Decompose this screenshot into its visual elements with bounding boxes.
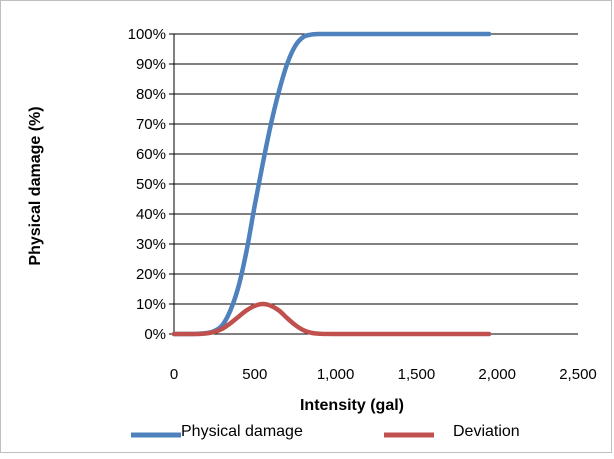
y-tick-label: 0% (144, 326, 166, 343)
grid-layer (169, 33, 578, 335)
y-tick-label: 80% (136, 86, 166, 103)
y-tick-label: 50% (136, 176, 166, 193)
y-tick-label: 40% (136, 206, 166, 223)
y-tick-label: 10% (136, 296, 166, 313)
x-tick-label: 1,000 (317, 366, 355, 383)
legend-label-deviation: Deviation (453, 423, 520, 440)
y-tick-label: 70% (136, 116, 166, 133)
series-layer (171, 31, 492, 337)
x-tick-label: 2,500 (559, 366, 597, 383)
y-tick-label: 30% (136, 236, 166, 253)
legend-label-physical-damage: Physical damage (181, 423, 303, 440)
y-axis-title: Physical damage (%) (27, 106, 44, 265)
x-axis-title: Intensity (gal) (300, 397, 404, 414)
x-tick-label: 2,000 (478, 366, 516, 383)
series-line-deviation (171, 301, 492, 337)
y-tick-label: 90% (136, 56, 166, 73)
x-tick-label: 0 (170, 366, 178, 383)
legend: Physical damage Deviation (131, 423, 520, 440)
y-tick-label: 100% (128, 26, 166, 43)
x-tick-labels: 0 500 1,000 1,500 2,000 2,500 (170, 366, 597, 383)
x-tick-label: 1,500 (398, 366, 436, 383)
y-tick-label: 60% (136, 146, 166, 163)
y-tick-labels: 0% 10% 20% 30% 40% 50% 60% 70% 80% 90% 100% (128, 26, 166, 343)
x-tick-label: 500 (242, 366, 267, 383)
y-tick-label: 20% (136, 266, 166, 283)
